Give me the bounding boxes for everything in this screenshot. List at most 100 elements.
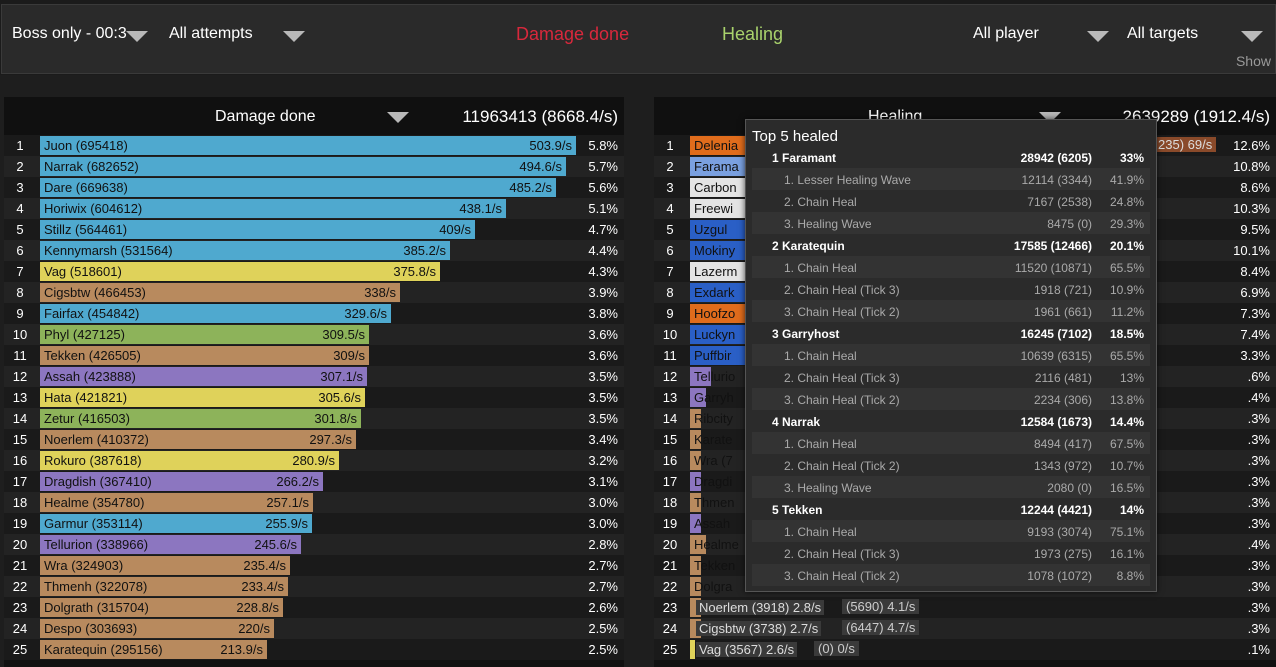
healing-bar[interactable]: Karate (690, 430, 732, 449)
healing-bar[interactable]: Tekken (690, 556, 735, 575)
row-rank: 18 (12, 495, 28, 510)
healing-bar[interactable]: Wra (7 (690, 451, 733, 470)
damage-bar[interactable]: Dragdish (367410) 266.2/s (40, 472, 323, 491)
damage-bar[interactable]: Fairfax (454842) 329.6/s (40, 304, 391, 323)
table-row[interactable]: 24 Despo (303693) 220/s 2.5% (4, 618, 624, 639)
damage-bar[interactable]: Wra (324903) 235.4/s (40, 556, 290, 575)
table-row[interactable]: 19 Garmur (353114) 255.9/s 3.0% (4, 513, 624, 534)
attempts-filter-dropdown[interactable]: All attempts (169, 25, 253, 42)
damage-bar[interactable]: Narrak (682652) 494.6/s (40, 157, 566, 176)
table-row[interactable]: 17 Dragdish (367410) 266.2/s 3.1% (4, 471, 624, 492)
table-row[interactable]: 1 Juon (695418) 503.9/s 5.8% (4, 135, 624, 156)
table-row[interactable]: 2 Narrak (682652) 494.6/s 5.7% (4, 156, 624, 177)
row-percent: .3% (1247, 474, 1270, 489)
table-row[interactable]: 7 Vag (518601) 375.8/s 4.3% (4, 261, 624, 282)
row-rank: 4 (16, 201, 24, 216)
table-row[interactable]: 20 Tellurion (338966) 245.6/s 2.8% (4, 534, 624, 555)
healing-bar[interactable]: Tellurio (690, 367, 735, 386)
healing-bar[interactable]: Ribcity (690, 409, 733, 428)
row-rank: 8 (16, 285, 24, 300)
row-rank: 24 (662, 621, 678, 636)
damage-bar[interactable]: Assah (423888) 307.1/s (40, 367, 367, 386)
table-row[interactable]: 4 Horiwix (604612) 438.1/s 5.1% (4, 198, 624, 219)
healing-panel-chevron-down-icon[interactable] (1039, 112, 1061, 123)
row-percent: .3% (1247, 600, 1270, 615)
tab-healing[interactable]: Healing (722, 24, 784, 44)
damage-panel-chevron-down-icon[interactable] (387, 112, 409, 123)
target-filter-chevron-down-icon[interactable] (1241, 31, 1263, 42)
table-row[interactable]: 13 Hata (421821) 305.6/s 3.5% (4, 387, 624, 408)
boss-filter-chevron-down-icon[interactable] (126, 31, 148, 42)
damage-bar[interactable]: Tekken (426505) 309/s (40, 346, 369, 365)
damage-bar[interactable]: Noerlem (410372) 297.3/s (40, 430, 356, 449)
damage-bar[interactable]: Juon (695418) 503.9/s (40, 136, 576, 155)
damage-bar[interactable]: Phyl (427125) 309.5/s (40, 325, 369, 344)
healing-bar[interactable]: Dragdi (690, 472, 732, 491)
player-filter-chevron-down-icon[interactable] (1087, 31, 1109, 42)
player-name: Rokuro (387618) (44, 453, 142, 468)
healing-bar[interactable]: Cigsbtw (3738) 2.7/s (690, 619, 822, 638)
damage-bar[interactable]: Thmenh (322078) 233.4/s (40, 577, 288, 596)
table-row[interactable]: 5 Stillz (564461) 409/s 4.7% (4, 219, 624, 240)
table-row[interactable]: 8 Cigsbtw (466453) 338/s 3.9% (4, 282, 624, 303)
tooltip-percent: 18.5% (1109, 327, 1144, 341)
table-row[interactable]: 12 Assah (423888) 307.1/s 3.5% (4, 366, 624, 387)
table-row[interactable]: 11 Tekken (426505) 309/s 3.6% (4, 345, 624, 366)
healing-bar[interactable]: Dolgra (690, 577, 732, 596)
damage-bar[interactable]: Kennymarsh (531564) 385.2/s (40, 241, 450, 260)
table-row[interactable]: 16 Rokuro (387618) 280.9/s 3.2% (4, 450, 624, 471)
table-row[interactable]: 9 Fairfax (454842) 329.6/s 3.8% (4, 303, 624, 324)
table-row[interactable]: 10 Phyl (427125) 309.5/s 3.6% (4, 324, 624, 345)
boss-filter-dropdown[interactable]: Boss only - 00:3 (12, 25, 127, 42)
damage-bar[interactable]: Stillz (564461) 409/s (40, 220, 475, 239)
damage-bar[interactable]: Rokuro (387618) 280.9/s (40, 451, 339, 470)
table-row[interactable]: 22 Thmenh (322078) 233.4/s 2.7% (4, 576, 624, 597)
damage-bar[interactable]: Karatequin (295156) 213.9/s (40, 640, 267, 659)
player-extra: 235) 69/s (1154, 137, 1217, 152)
table-row[interactable]: 3 Dare (669638) 485.2/s 5.6% (4, 177, 624, 198)
healing-bar[interactable]: Healme (690, 535, 739, 554)
row-rank: 10 (662, 327, 678, 342)
healing-bar[interactable]: Noerlem (3918) 2.8/s (690, 598, 825, 617)
damage-bar[interactable]: Vag (518601) 375.8/s (40, 262, 440, 281)
row-percent: 12.6% (1233, 138, 1270, 153)
table-row[interactable]: 23 Noerlem (3918) 2.8/s (5690) 4.1/s .3% (654, 597, 1276, 618)
show-link[interactable]: Show (1235, 53, 1271, 69)
target-filter-dropdown[interactable]: All targets (1127, 25, 1199, 42)
damage-bar[interactable]: Horiwix (604612) 438.1/s (40, 199, 506, 218)
damage-bar[interactable]: Zetur (416503) 301.8/s (40, 409, 361, 428)
row-percent: 4.4% (588, 243, 618, 258)
healing-bar[interactable]: Vag (3567) 2.6/s (690, 640, 798, 659)
damage-panel-title[interactable]: Damage done (215, 108, 316, 125)
table-row[interactable]: 23 Dolgrath (315704) 228.8/s 2.6% (4, 597, 624, 618)
healing-bar[interactable]: Garryh (690, 388, 734, 407)
tooltip-value: 16245 (7102) (1020, 327, 1092, 341)
attempts-filter-chevron-down-icon[interactable] (283, 31, 305, 42)
damage-bar[interactable]: Despo (303693) 220/s (40, 619, 274, 638)
damage-bar[interactable]: Dolgrath (315704) 228.8/s (40, 598, 283, 617)
table-row[interactable]: 25 Karatequin (295156) 213.9/s 2.5% (4, 639, 624, 660)
table-row[interactable]: 18 Healme (354780) 257.1/s 3.0% (4, 492, 624, 513)
damage-bar[interactable]: Healme (354780) 257.1/s (40, 493, 313, 512)
player-filter-dropdown[interactable]: All player (973, 25, 1039, 42)
damage-bar[interactable]: Cigsbtw (466453) 338/s (40, 283, 400, 302)
tooltip-spell-row: 1. Chain Heal 10639 (6315) 65.5% (752, 344, 1150, 366)
tab-damage-done[interactable]: Damage done (516, 24, 630, 44)
table-row[interactable]: 24 Cigsbtw (3738) 2.7/s (6447) 4.7/s .3% (654, 618, 1276, 639)
table-row[interactable]: 21 Wra (324903) 235.4/s 2.7% (4, 555, 624, 576)
table-row[interactable]: 15 Noerlem (410372) 297.3/s 3.4% (4, 429, 624, 450)
table-row[interactable]: 14 Zetur (416503) 301.8/s 3.5% (4, 408, 624, 429)
healing-bar[interactable]: Thmen (690, 493, 734, 512)
row-percent: 3.9% (588, 285, 618, 300)
damage-bar[interactable]: Hata (421821) 305.6/s (40, 388, 365, 407)
tooltip-spell-row: 2. Chain Heal (Tick 2) 1343 (972) 10.7% (752, 454, 1150, 476)
healing-bar[interactable]: Assah (690, 514, 730, 533)
damage-bar[interactable]: Garmur (353114) 255.9/s (40, 514, 312, 533)
tooltip-label: 1 Faramant (772, 151, 837, 165)
player-name: Farama (694, 159, 739, 174)
damage-bar[interactable]: Dare (669638) 485.2/s (40, 178, 556, 197)
damage-bar[interactable]: Tellurion (338966) 245.6/s (40, 535, 301, 554)
row-rank: 24 (12, 621, 28, 636)
table-row[interactable]: 6 Kennymarsh (531564) 385.2/s 4.4% (4, 240, 624, 261)
table-row[interactable]: 25 Vag (3567) 2.6/s (0) 0/s .1% (654, 639, 1276, 660)
